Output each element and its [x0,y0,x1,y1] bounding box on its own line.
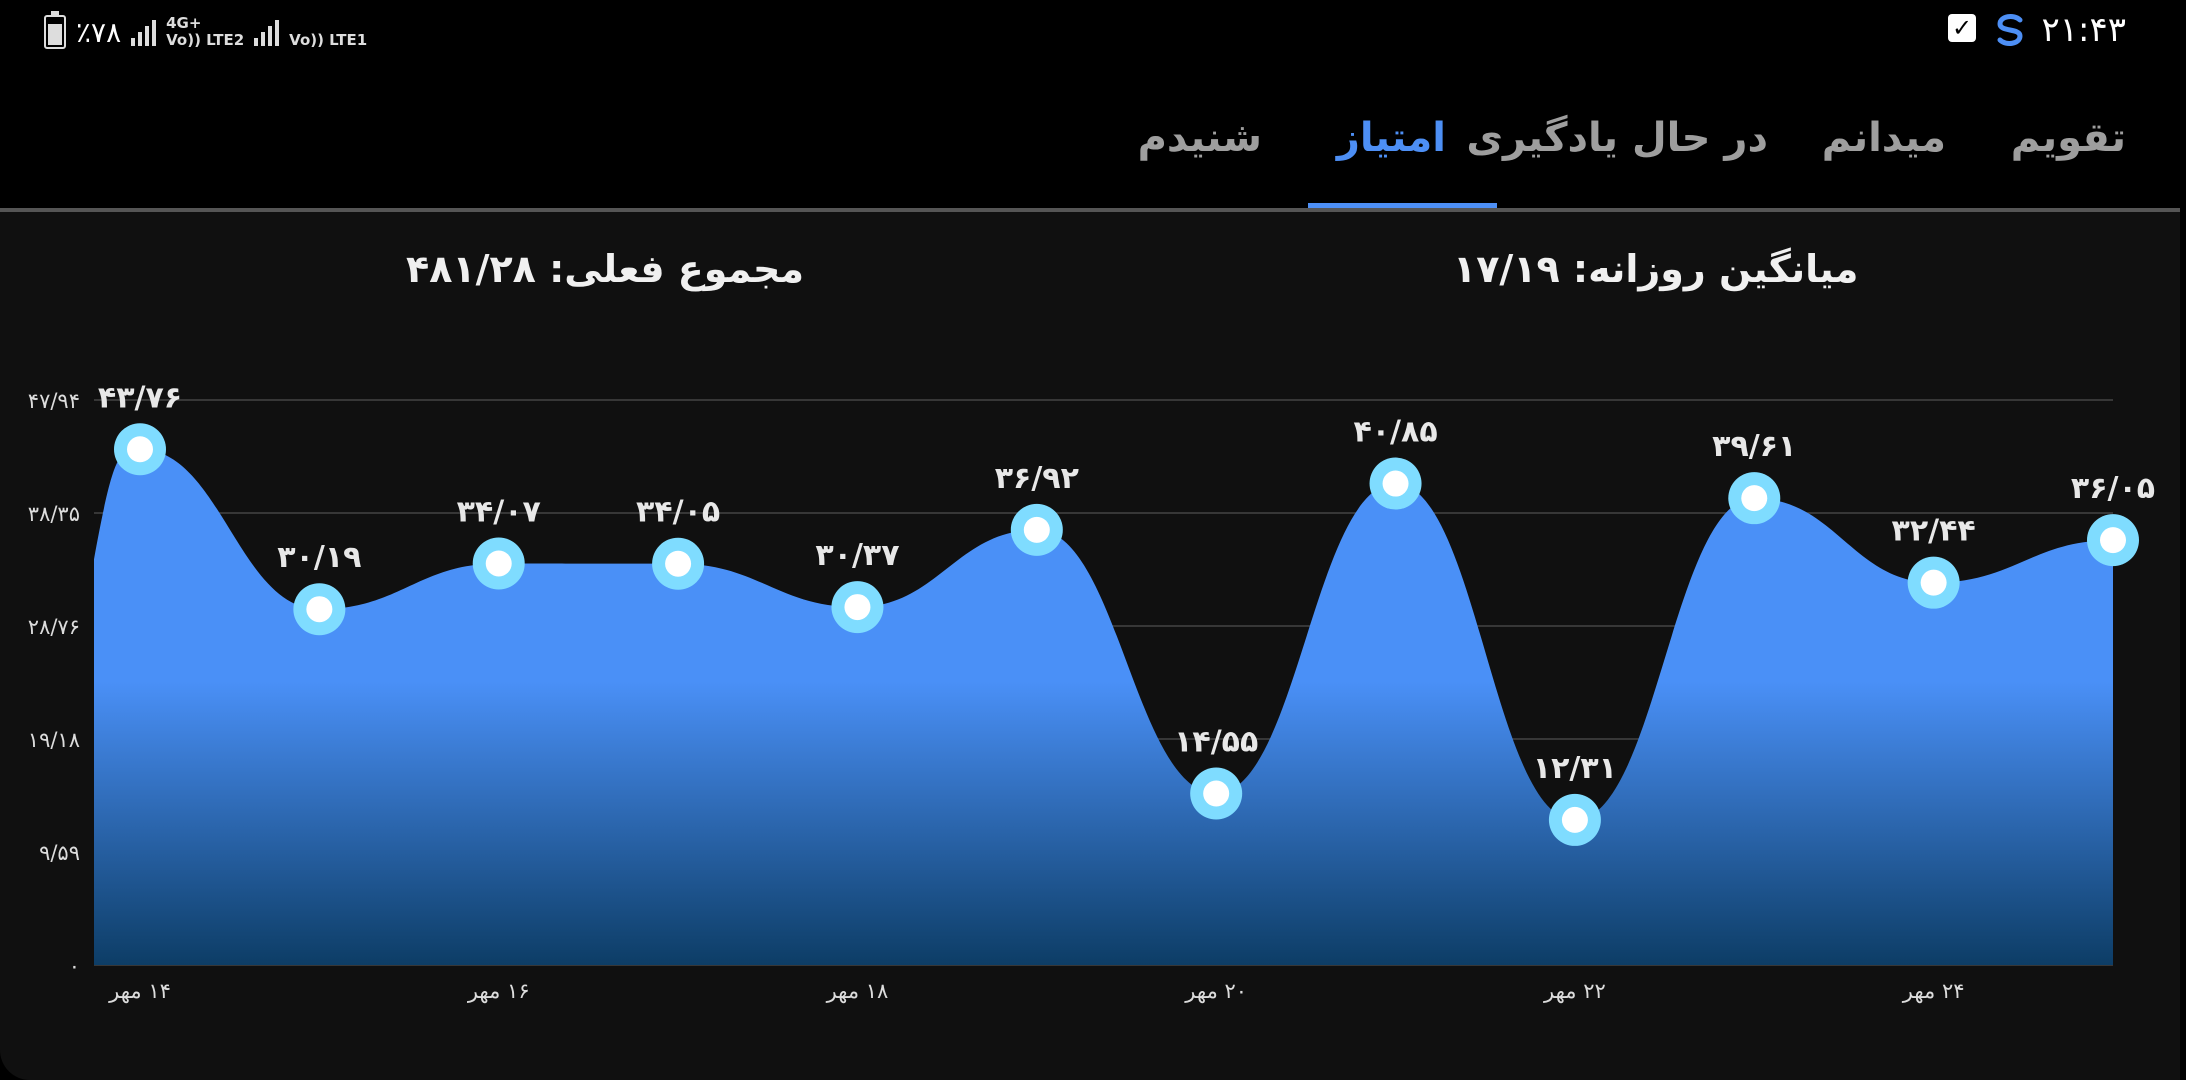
data-label: ۳۶/۹۲ [995,461,1079,496]
data-point [306,596,333,623]
tab-calendar[interactable]: تقویم [2010,115,2126,161]
sim2-network: 4G+ Vo)) LTE2 [166,15,244,49]
x-tick-label: ۱۸ مهر [826,979,889,1003]
status-indicators: ٪۷۸ 4G+ Vo)) LTE2 Vo)) LTE1 [44,11,367,52]
x-tick-label: ۱۶ مهر [467,979,530,1003]
current-total: مجموع فعلی: ۴۸۱/۲۸ [406,247,804,291]
sim2-network-type: 4G+ [166,14,202,32]
signal-icon [254,18,280,46]
x-tick-label: ۲۴ مهر [1902,979,1965,1003]
y-tick-label: ۹/۵۹ [39,841,80,865]
data-label: ۳۰/۳۷ [815,538,899,573]
data-point [485,550,512,577]
tab-known[interactable]: میدانم [1821,115,1946,161]
data-label: ۳۹/۶۱ [1712,429,1796,464]
score-area-chart: ۴۳/۷۶ ۳۰/۱۹ ۳۴/۰۷ ۳۴/۰۵ ۳۰/۳۷ ۳۶/۹۲ ۱۴/۵۵ ۴۰/۸۵… [28,380,2155,1003]
tab-divider [0,208,2180,212]
data-point [1920,569,1947,596]
app-notification-icon [1997,14,2023,46]
data-label: ۳۲/۴۴ [1892,514,1976,549]
data-label: ۴۳/۷۶ [98,380,182,415]
data-point [127,436,153,463]
battery-percent: ٪۷۸ [76,15,122,49]
y-tick-label: ۰ [69,954,80,978]
y-tick-label: ۴۷/۹۴ [28,389,80,413]
data-label: ۴۰/۸۵ [1353,415,1437,450]
data-point [1741,485,1768,512]
status-bar: ٪۷۸ 4G+ Vo)) LTE2 Vo)) LTE1 ✓ ۲۱:۴۳ [0,0,2186,62]
data-point [1023,516,1050,543]
sim1-network: Vo)) LTE1 [289,15,367,49]
data-point [1561,806,1588,833]
data-point [665,550,692,577]
data-point [844,594,871,621]
data-point [1382,470,1409,497]
x-tick-label: ۲۲ مهر [1543,979,1606,1003]
data-label: ۱۲/۳۱ [1533,751,1617,786]
signal-icon [131,18,157,46]
data-label: ۳۴/۰۵ [636,495,720,530]
y-tick-label: ۳۸/۳۵ [28,502,80,526]
sim1-label: Vo)) LTE1 [289,31,368,49]
checkbox-notification-icon: ✓ [1948,14,1976,42]
data-label: ۳۰/۱۹ [277,540,361,575]
x-tick-label: ۲۰ مهر [1184,979,1247,1003]
data-point [2100,527,2126,554]
data-point [1203,780,1230,807]
tab-bar: تقویم میدانم در حال یادگیری امتیاز شنیدم [0,95,2186,210]
tab-learning[interactable]: در حال یادگیری [1466,115,1768,161]
y-tick-label: ۱۹/۱۸ [28,728,80,752]
x-tick-label: ۱۴ مهر [108,979,171,1003]
data-label: ۳۴/۰۷ [457,494,541,529]
battery-icon [44,11,66,49]
data-label: ۳۶/۰۵ [2071,471,2155,506]
y-tick-label: ۲۸/۷۶ [28,615,80,639]
area-series [94,449,2113,965]
tab-heard[interactable]: شنیدم [1137,115,1262,161]
daily-average: میانگین روزانه: ۱۷/۱۹ [1453,247,1859,291]
clock: ۲۱:۴۳ [2041,10,2126,50]
active-tab-indicator [1308,203,1497,210]
sim2-label: Vo)) LTE2 [166,31,245,49]
tab-score[interactable]: امتیاز [1336,115,1446,161]
data-label: ۱۴/۵۵ [1174,725,1258,760]
